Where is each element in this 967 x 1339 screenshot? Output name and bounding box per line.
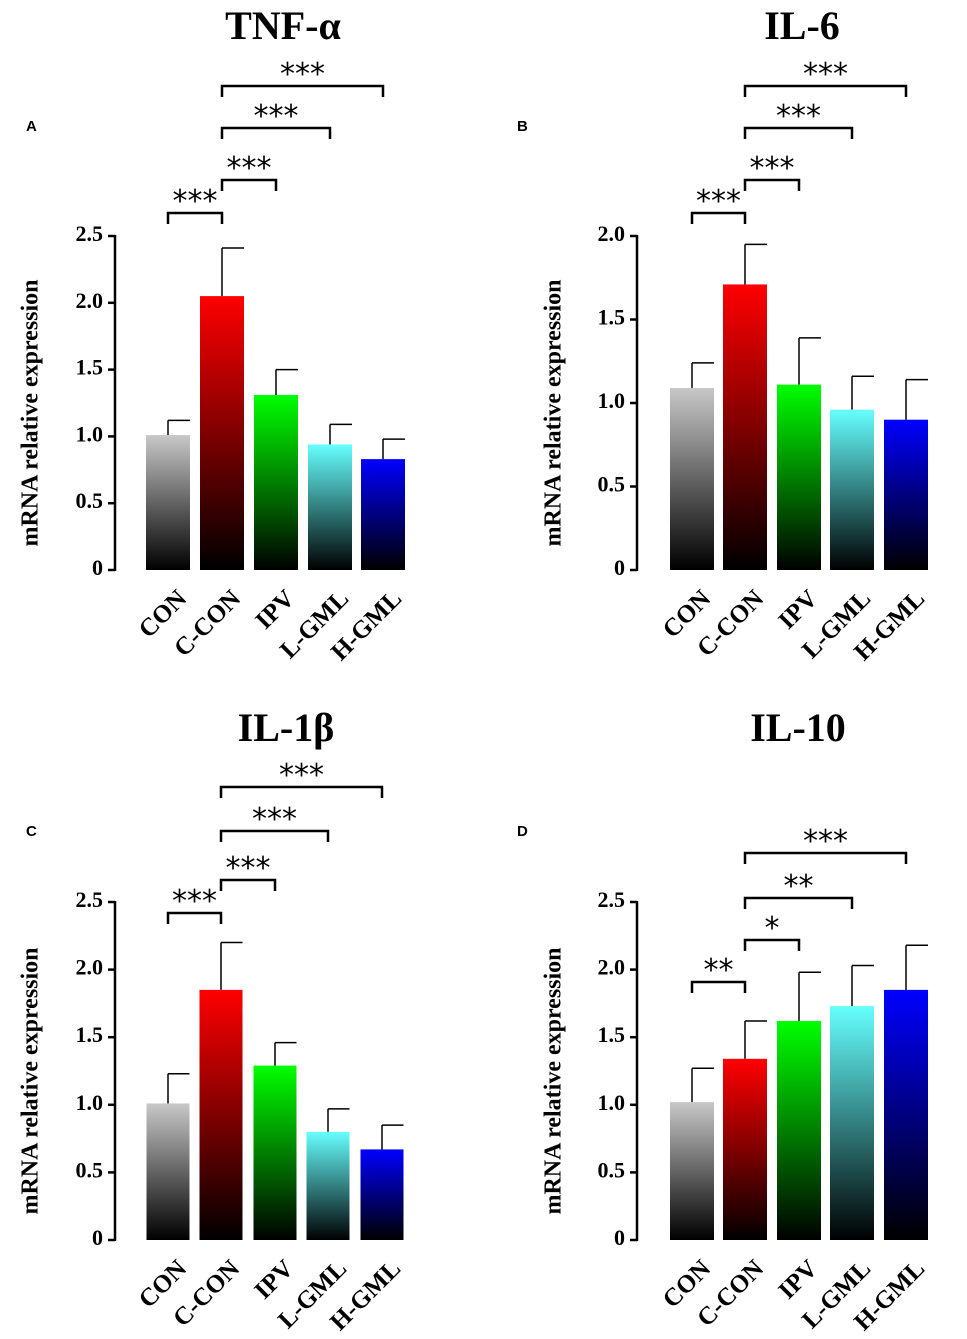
panel-b-sig-label: *** xyxy=(696,184,741,219)
panel-b-letter: B xyxy=(517,118,528,135)
panel-d-y-tick-label: 1.5 xyxy=(598,1022,626,1047)
panel-a-letter: A xyxy=(26,118,37,135)
panel-a-y-tick-label: 2.0 xyxy=(76,288,104,313)
panel-b-y-tick-label: 2.0 xyxy=(598,221,626,246)
panel-a-bar-con xyxy=(146,435,190,570)
panel-b-bar-con xyxy=(670,387,714,570)
panel-d-sig-bracket xyxy=(690,980,747,993)
panel-b-title: IL-6 xyxy=(764,3,840,48)
panel-c-y-tick-label: 0 xyxy=(92,1225,103,1250)
panel-b-sig-bracket xyxy=(690,211,747,224)
panel-d-y-tick-label: 2.5 xyxy=(598,887,626,912)
panel-a-sig-label: *** xyxy=(280,57,325,92)
panel-d-y-tick-label: 2.0 xyxy=(598,955,626,980)
panel-d-sig-label: * xyxy=(765,911,780,946)
panel-b-bar-ipv xyxy=(777,384,821,570)
panel-c-bar-h-gml xyxy=(360,1149,404,1240)
panel-d-bar-con xyxy=(670,1102,714,1240)
panel-b-y-tick-label: 0 xyxy=(614,555,625,580)
panel-a-ylabel: mRNA relative expression xyxy=(18,279,44,546)
panel-d-title: IL-10 xyxy=(750,705,846,750)
panel-b-sig-bracket xyxy=(743,126,854,139)
panel-c-sig-label: *** xyxy=(252,802,297,837)
panel-c-title: IL-1β xyxy=(238,705,335,750)
panel-d-sig-bracket xyxy=(743,938,801,951)
panel-a-sig-bracket xyxy=(220,178,278,191)
panel-c-sig-label: *** xyxy=(279,758,324,793)
panel-c-bar-ipv xyxy=(253,1065,297,1240)
panel-c-y-tick-label: 0.5 xyxy=(76,1157,104,1182)
panel-c-ylabel: mRNA relative expression xyxy=(18,947,44,1214)
panel-c-bar-con xyxy=(146,1103,190,1240)
panel-a-bar-c-con xyxy=(200,296,244,570)
panel-a-sig-bracket xyxy=(220,126,332,139)
panel-d-bar-ipv xyxy=(777,1020,821,1240)
panel-d-sig-label: *** xyxy=(803,824,848,859)
panel-d-letter: D xyxy=(517,823,528,840)
panel-b-y-tick-label: 0.5 xyxy=(598,472,626,497)
panel-b-sig-label: *** xyxy=(750,151,795,186)
panel-b-bar-h-gml xyxy=(884,419,928,570)
panel-b-sig-label: *** xyxy=(803,57,848,92)
panel-c-bar-l-gml xyxy=(306,1131,350,1240)
panel-d-sig-bracket xyxy=(743,851,908,864)
panel-a-bar-l-gml xyxy=(308,444,352,570)
panel-a-sig-bracket xyxy=(220,84,385,97)
panel-a-title: TNF-α xyxy=(225,3,341,48)
panel-b-bar-c-con xyxy=(723,284,767,570)
panel-a-y-tick-label: 1.5 xyxy=(76,355,104,380)
panel-c-sig-bracket xyxy=(219,785,384,798)
panel-c-y-tick-label: 1.5 xyxy=(76,1022,104,1047)
panel-d-sig-label: ** xyxy=(784,869,814,904)
panel-a-sig-label: *** xyxy=(254,99,299,134)
panel-d-bar-h-gml xyxy=(884,989,928,1240)
panel-d-ylabel: mRNA relative expression xyxy=(541,947,567,1214)
panel-b-sig-bracket xyxy=(743,178,801,191)
panel-c-y-tick-label: 1.0 xyxy=(76,1090,104,1115)
panel-c-y-tick-label: 2.0 xyxy=(76,955,104,980)
panel-b-y-tick-label: 1.5 xyxy=(598,305,626,330)
panel-d-sig-bracket xyxy=(743,896,854,909)
panel-a-sig-label: *** xyxy=(227,151,272,186)
panel-b-bar-l-gml xyxy=(830,409,874,570)
panel-b-y-tick-label: 1.0 xyxy=(598,388,626,413)
panel-c-sig-label: *** xyxy=(226,851,271,886)
panel-b-ylabel: mRNA relative expression xyxy=(541,279,567,546)
panel-c-sig-label: *** xyxy=(172,884,217,919)
panel-a-y-tick-label: 0.5 xyxy=(76,488,104,513)
panel-a-bar-h-gml xyxy=(361,459,405,570)
panel-c-letter: C xyxy=(26,823,37,840)
panel-a-bar-ipv xyxy=(254,394,298,570)
panel-c-sig-bracket xyxy=(219,878,277,891)
panel-a-y-tick-label: 1.0 xyxy=(76,421,104,446)
panel-a-sig-label: *** xyxy=(173,184,218,219)
panel-d-sig-label: ** xyxy=(704,953,734,988)
panel-c-sig-bracket xyxy=(166,911,223,924)
panel-d-bar-c-con xyxy=(723,1058,767,1240)
panel-a-y-tick-label: 0 xyxy=(92,555,103,580)
panel-d-y-tick-label: 0 xyxy=(614,1225,625,1250)
panel-b-sig-label: *** xyxy=(776,99,821,134)
panel-c-bar-c-con xyxy=(199,989,243,1240)
panel-d-bar-l-gml xyxy=(830,1006,874,1240)
panel-d-y-tick-label: 0.5 xyxy=(598,1157,626,1182)
panel-d-y-tick-label: 1.0 xyxy=(598,1090,626,1115)
panel-a-sig-bracket xyxy=(166,211,224,224)
panel-a-y-tick-label: 2.5 xyxy=(76,221,104,246)
panel-c-sig-bracket xyxy=(219,829,330,842)
panel-c-y-tick-label: 2.5 xyxy=(76,887,104,912)
panel-b-sig-bracket xyxy=(743,84,908,97)
